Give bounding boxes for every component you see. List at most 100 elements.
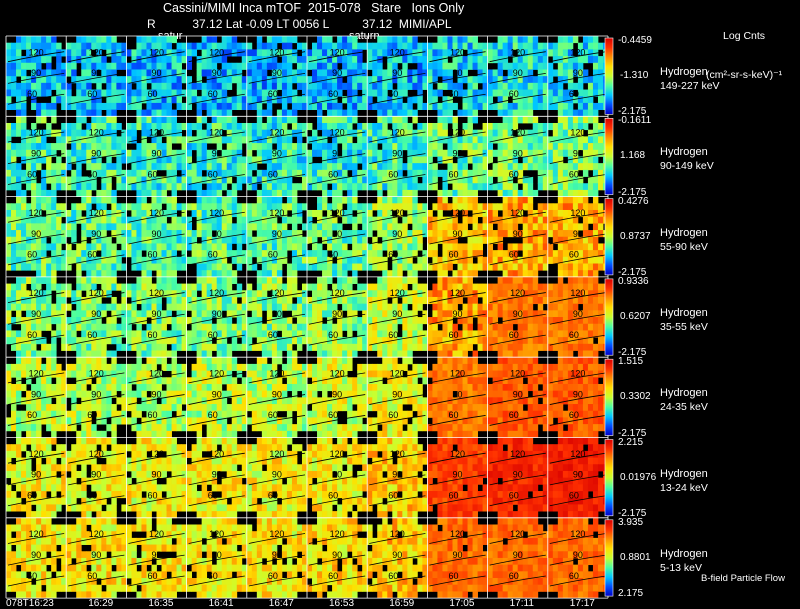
heatmap-pixel (101, 169, 107, 177)
heatmap-pixel (101, 230, 107, 238)
heatmap-pixel (567, 69, 574, 77)
heatmap-pixel (76, 89, 82, 97)
heatmap-pixel (176, 176, 182, 184)
heatmap-pixel (176, 156, 182, 164)
heatmap-pixel (51, 42, 57, 50)
field-line (248, 131, 306, 143)
heatmap-pixel (532, 189, 539, 197)
heatmap-pixel (552, 56, 559, 64)
heatmap-pixel (332, 243, 338, 251)
heatmap-pixel (547, 163, 554, 171)
heatmap-pixel (577, 49, 584, 57)
heatmap-pixel (502, 82, 509, 90)
heatmap-pixel (422, 216, 428, 224)
heatmap-pixel (497, 276, 504, 284)
heatmap-pixel (492, 290, 499, 298)
heatmap-pixel (221, 263, 228, 271)
heatmap-pixel (131, 203, 137, 211)
heatmap-pixel (407, 109, 413, 117)
heatmap-pixel (101, 36, 107, 44)
heatmap-pixel (16, 337, 22, 345)
heatmap-pixel (497, 102, 504, 111)
heatmap-pixel (422, 169, 428, 177)
heatmap-pixel (201, 216, 208, 224)
heatmap-pixel (512, 189, 519, 197)
field-line (308, 211, 366, 223)
grid-label: 90 (151, 68, 161, 78)
heatmap-pixel (342, 209, 348, 218)
heatmap-pixel (21, 216, 27, 224)
heatmap-pixel (462, 129, 468, 137)
heatmap-pixel (427, 296, 433, 305)
heatmap-pixel (156, 149, 162, 157)
heatmap-pixel (91, 169, 97, 177)
heatmap-pixel (166, 263, 172, 271)
heatmap-pixel (106, 36, 112, 44)
heatmap-pixel (191, 203, 198, 211)
heatmap-pixel (71, 343, 77, 351)
heatmap-pixel (482, 122, 488, 131)
heatmap-pixel (307, 183, 313, 191)
heatmap-pixel (276, 189, 283, 197)
heatmap-pixel (547, 96, 554, 104)
heatmap-pixel (166, 49, 172, 57)
heatmap-pixel (76, 49, 82, 57)
heatmap-pixel (146, 323, 152, 331)
heatmap-pixel (146, 89, 152, 97)
heatmap-pixel (181, 169, 187, 177)
heatmap-pixel (382, 209, 388, 218)
heatmap-pixel (231, 96, 238, 104)
heatmap-pixel (352, 196, 358, 204)
heatmap-pixel (477, 163, 483, 171)
heatmap-pixel (372, 263, 378, 271)
heatmap-pixel (402, 236, 408, 244)
heatmap-pixel (181, 102, 187, 111)
heatmap-pixel (121, 283, 127, 291)
heatmap-pixel (422, 49, 428, 57)
heatmap-pixel (91, 116, 97, 124)
heatmap-pixel (467, 317, 473, 325)
heatmap-pixel (562, 96, 569, 104)
field-line (308, 93, 366, 105)
field-line (248, 211, 306, 223)
heatmap-pixel (11, 122, 17, 131)
heatmap-pixel (542, 129, 549, 137)
heatmap-pixel (206, 283, 213, 291)
heatmap-pixel (502, 149, 509, 157)
heatmap-pixel (101, 209, 107, 218)
heatmap-pixel (91, 36, 97, 44)
grid-label: 60 (147, 250, 157, 260)
heatmap-pixel (402, 122, 408, 131)
heatmap-pixel (136, 230, 142, 238)
heatmap-pixel (251, 310, 258, 318)
heatmap-pixel (592, 82, 599, 90)
heatmap-pixel (271, 270, 278, 278)
heatmap-pixel (196, 122, 203, 131)
heatmap-pixel (322, 250, 328, 258)
heatmap-pixel (156, 230, 162, 238)
heatmap-pixel (362, 183, 368, 191)
heatmap-pixel (322, 102, 328, 111)
heatmap-pixel (497, 122, 504, 131)
heatmap-pixel (111, 76, 117, 84)
heatmap-pixel (121, 317, 127, 325)
heatmap-pixel (266, 36, 273, 44)
heatmap-pixel (452, 256, 458, 264)
heatmap-pixel (276, 156, 283, 164)
heatmap-pixel (487, 236, 494, 244)
heatmap-pixel (116, 183, 122, 191)
heatmap-pixel (81, 223, 87, 231)
heatmap-pixel (71, 62, 77, 70)
heatmap-pixel (432, 89, 438, 97)
field-line (429, 292, 486, 303)
heatmap-pixel (201, 276, 208, 284)
heatmap-pixel (462, 176, 468, 184)
heatmap-pixel (181, 296, 187, 305)
heatmap-pixel (327, 203, 333, 211)
heatmap-pixel (101, 196, 107, 204)
heatmap-pixel (507, 49, 514, 57)
heatmap-pixel (447, 317, 453, 325)
heatmap-pixel (327, 189, 333, 197)
heatmap-pixel (547, 122, 554, 131)
